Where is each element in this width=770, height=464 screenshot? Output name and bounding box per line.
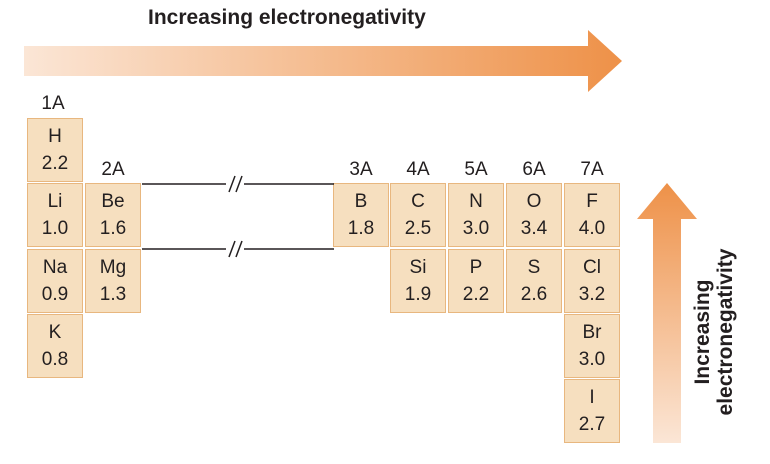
- element-value: 1.6: [99, 218, 127, 239]
- element-value: 2.7: [578, 414, 606, 435]
- element-value: 3.0: [462, 218, 490, 239]
- element-cell-n: N 3.0: [448, 183, 504, 247]
- element-value: 0.9: [41, 284, 69, 305]
- element-symbol: F: [586, 191, 598, 212]
- element-cell-k: K 0.8: [27, 314, 83, 378]
- element-value: 3.0: [578, 349, 606, 370]
- element-value: 1.0: [41, 218, 69, 239]
- element-value: 2.5: [404, 218, 432, 239]
- element-value: 1.8: [347, 218, 375, 239]
- element-cell-br: Br 3.0: [564, 314, 620, 378]
- element-symbol: Si: [409, 257, 427, 278]
- element-cell-h: H 2.2: [27, 118, 83, 182]
- element-value: 3.2: [578, 284, 606, 305]
- element-symbol: P: [469, 257, 483, 278]
- vertical-gradient-arrow: [637, 183, 697, 443]
- element-symbol: Li: [47, 191, 63, 212]
- element-cell-be: Be 1.6: [85, 183, 141, 247]
- element-symbol: N: [469, 191, 483, 212]
- element-value: 0.8: [41, 349, 69, 370]
- vertical-arrow-label: Increasing electronegativity: [691, 248, 737, 416]
- element-cell-b: B 1.8: [333, 183, 389, 247]
- element-value: 4.0: [578, 218, 606, 239]
- element-symbol: B: [354, 191, 368, 212]
- element-symbol: Mg: [99, 257, 127, 278]
- element-value: 2.6: [520, 284, 548, 305]
- group-label-5a: 5A: [464, 159, 488, 180]
- group-label-7a: 7A: [580, 159, 604, 180]
- element-symbol: I: [589, 387, 595, 408]
- group-label-3a: 3A: [349, 159, 373, 180]
- element-value: 2.2: [462, 284, 490, 305]
- element-symbol: O: [526, 191, 542, 212]
- element-symbol: Cl: [583, 257, 601, 278]
- element-cell-s: S 2.6: [506, 249, 562, 313]
- break-mark-icon: [226, 239, 244, 259]
- element-cell-o: O 3.4: [506, 183, 562, 247]
- element-symbol: Be: [101, 191, 125, 212]
- group-label-2a: 2A: [101, 159, 125, 180]
- element-cell-cl: Cl 3.2: [564, 249, 620, 313]
- element-cell-i: I 2.7: [564, 379, 620, 443]
- element-cell-na: Na 0.9: [27, 249, 83, 313]
- element-cell-c: C 2.5: [390, 183, 446, 247]
- horizontal-arrow-label: Increasing electronegativity: [148, 6, 426, 29]
- element-symbol: C: [411, 191, 425, 212]
- element-cell-mg: Mg 1.3: [85, 249, 141, 313]
- element-cell-f: F 4.0: [564, 183, 620, 247]
- table-break-lines: [142, 174, 334, 259]
- element-cell-si: Si 1.9: [390, 249, 446, 313]
- element-value: 1.3: [99, 284, 127, 305]
- element-cell-li: Li 1.0: [27, 183, 83, 247]
- element-value: 2.2: [41, 153, 69, 174]
- break-mark-icon: [226, 174, 244, 194]
- element-symbol: S: [527, 257, 541, 278]
- element-symbol: Na: [42, 257, 68, 278]
- group-label-1a: 1A: [41, 93, 65, 114]
- element-cell-p: P 2.2: [448, 249, 504, 313]
- horizontal-gradient-arrow: [24, 30, 622, 92]
- element-symbol: K: [48, 322, 62, 343]
- element-symbol: Br: [582, 322, 602, 343]
- element-symbol: H: [48, 126, 62, 147]
- group-label-6a: 6A: [522, 159, 546, 180]
- group-label-4a: 4A: [406, 159, 430, 180]
- element-value: 3.4: [520, 218, 548, 239]
- element-value: 1.9: [404, 284, 432, 305]
